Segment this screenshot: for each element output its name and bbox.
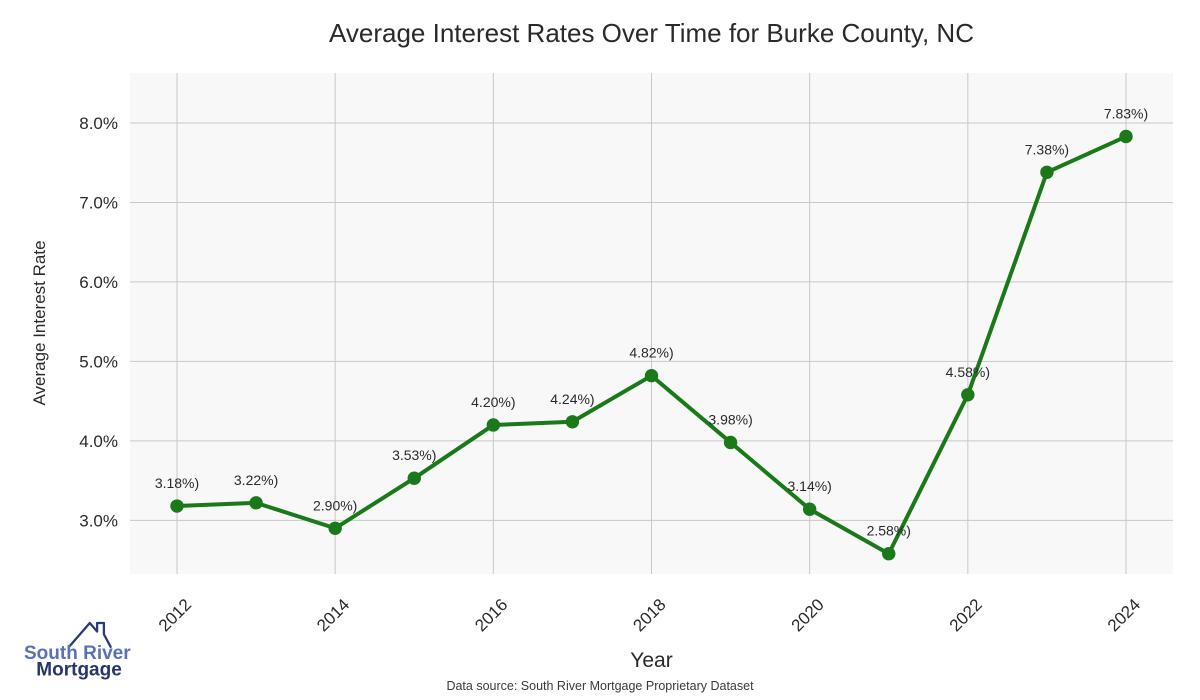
svg-text:4.20%): 4.20%): [471, 394, 515, 410]
svg-text:8.0%: 8.0%: [79, 114, 118, 133]
svg-text:2024: 2024: [1104, 595, 1144, 635]
svg-text:3.53%): 3.53%): [392, 447, 436, 463]
svg-text:2.90%): 2.90%): [313, 497, 357, 513]
svg-text:7.38%): 7.38%): [1025, 141, 1069, 157]
svg-text:7.0%: 7.0%: [79, 193, 118, 212]
svg-text:4.0%: 4.0%: [79, 432, 118, 451]
svg-text:2014: 2014: [313, 595, 353, 635]
svg-text:4.24%): 4.24%): [550, 391, 594, 407]
svg-text:4.58%): 4.58%): [946, 364, 990, 380]
svg-text:2020: 2020: [788, 595, 828, 635]
svg-text:3.98%): 3.98%): [708, 411, 752, 427]
svg-text:2016: 2016: [471, 595, 511, 635]
svg-text:2.58%): 2.58%): [867, 523, 911, 539]
svg-text:4.82%): 4.82%): [629, 345, 673, 361]
svg-text:3.18%): 3.18%): [155, 475, 199, 491]
svg-text:6.0%: 6.0%: [79, 273, 118, 292]
svg-text:3.14%): 3.14%): [787, 478, 831, 494]
svg-text:3.22%): 3.22%): [234, 472, 278, 488]
svg-text:3.0%: 3.0%: [79, 511, 118, 530]
svg-text:2012: 2012: [155, 595, 195, 635]
svg-text:2022: 2022: [946, 595, 986, 635]
svg-text:5.0%: 5.0%: [79, 352, 118, 371]
svg-text:7.83%): 7.83%): [1104, 106, 1148, 122]
svg-text:2018: 2018: [629, 595, 669, 635]
